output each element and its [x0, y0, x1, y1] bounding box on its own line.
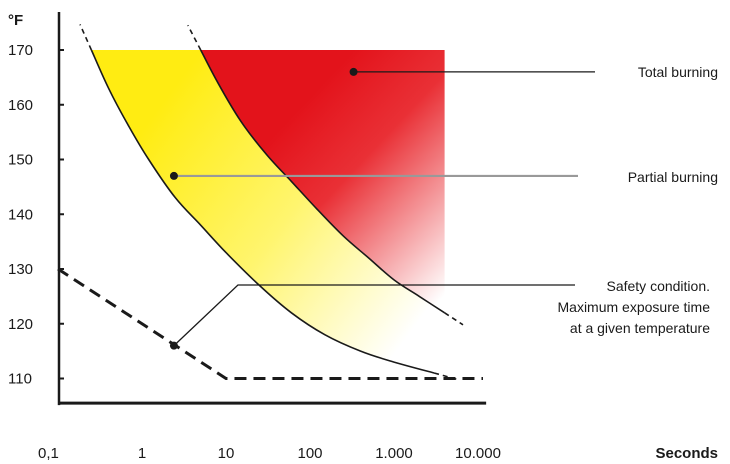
- x-tick-label: 0,1: [38, 445, 59, 462]
- partial-burning-marker: [169, 171, 178, 180]
- safety-condition-label-line-2: Maximum exposure time: [558, 299, 711, 315]
- y-tick-label: 170: [8, 42, 33, 59]
- y-axis-unit: °F: [8, 12, 23, 29]
- x-tick-label: 100: [297, 445, 322, 462]
- x-tick-label: 10.000: [455, 445, 501, 462]
- partial-burning-label: Partial burning: [628, 169, 718, 185]
- y-tick-label: 160: [8, 97, 33, 114]
- partial-burning-curve: [90, 49, 435, 374]
- plot-areas: [91, 50, 445, 373]
- total-burning-label: Total burning: [638, 64, 718, 80]
- y-tick-label: 140: [8, 206, 33, 223]
- x-ticks: 0,1 1 10 100 1.000 10.000: [38, 445, 501, 462]
- partial-burning-curve-extension-top: [79, 24, 93, 51]
- y-tick-label: 130: [8, 261, 33, 278]
- x-tick-label: 1: [138, 445, 146, 462]
- total-burning-area: [200, 50, 445, 313]
- safety-condition-marker: [169, 341, 178, 350]
- total-burning-curve-extension-top: [187, 24, 202, 51]
- total-burning-marker: [349, 67, 358, 76]
- safety-condition-leader-line: [173, 284, 575, 347]
- y-tick-label: 120: [8, 316, 33, 333]
- x-tick-label: 1.000: [375, 445, 413, 462]
- x-tick-label: 10: [218, 445, 235, 462]
- y-tick-label: 150: [8, 152, 33, 169]
- safety-condition-label-line-3: at a given temperature: [570, 320, 710, 336]
- total-burning-curve-extension-bottom: [444, 312, 464, 326]
- y-ticks: 170 160 150 140 130 120 110: [8, 42, 64, 388]
- y-tick-label: 110: [8, 371, 32, 388]
- x-axis-unit: Seconds: [655, 445, 718, 462]
- callouts: Total burning Partial burning Safety con…: [169, 64, 718, 350]
- safety-condition-label-line-1: Safety condition.: [606, 278, 710, 294]
- partial-burning-area: [91, 50, 445, 373]
- safety-condition-line: [57, 267, 483, 380]
